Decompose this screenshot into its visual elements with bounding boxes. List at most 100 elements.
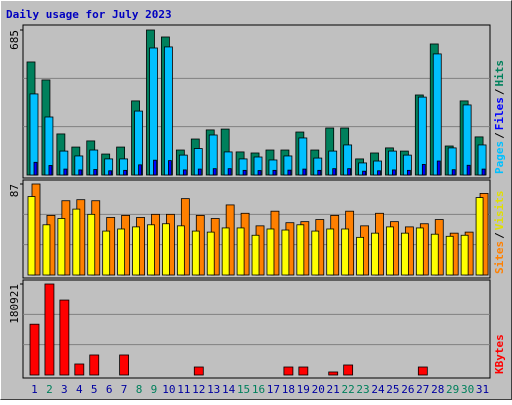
legend: Pages/Files/Hits [493, 60, 506, 174]
bar [371, 232, 379, 276]
x-tick-label: 4 [76, 383, 83, 396]
bar [272, 169, 277, 176]
bar [445, 235, 454, 276]
bar [281, 229, 290, 276]
x-tick-label: 7 [121, 383, 128, 396]
x-tick-label: 22 [341, 383, 354, 396]
bar [377, 170, 381, 176]
bar [326, 228, 335, 276]
bar [221, 227, 230, 276]
bar [212, 168, 217, 176]
bar [102, 230, 111, 276]
bar [302, 168, 307, 176]
bar [421, 164, 426, 176]
bar [296, 224, 305, 276]
x-tick-label: 17 [267, 383, 280, 396]
bar [42, 224, 51, 276]
bar [227, 168, 232, 176]
legend-entry: Hits [493, 60, 506, 87]
x-tick-label: 14 [222, 383, 236, 396]
x-tick-label: 8 [136, 383, 143, 396]
legend-entry: Sites [493, 241, 506, 274]
legend-separator: / [493, 132, 506, 139]
legend-separator: / [493, 232, 506, 239]
bar [168, 160, 172, 176]
x-tick-label: 2 [46, 383, 53, 396]
bar [138, 164, 142, 176]
legend: Sites /Visits [493, 191, 506, 275]
bar [206, 231, 215, 276]
legend-entry: Visits [493, 191, 506, 231]
bar [149, 47, 158, 176]
bar [153, 159, 157, 176]
x-tick-label: 27 [416, 383, 429, 396]
x-tick-label: 11 [177, 383, 190, 396]
y-tick-label: 87 [8, 184, 21, 197]
x-tick-label: 30 [461, 383, 474, 396]
x-tick-label: 16 [252, 383, 265, 396]
legend: KBytes [493, 334, 506, 374]
bar [287, 169, 292, 176]
bar [466, 164, 471, 176]
bar [266, 228, 275, 276]
bar [356, 236, 364, 276]
bar [48, 165, 53, 176]
bar [164, 46, 173, 176]
bar [162, 223, 170, 276]
bar [193, 366, 204, 376]
bar [406, 169, 411, 176]
legend-entry: KBytes [493, 334, 506, 374]
x-tick-label: 5 [91, 383, 98, 396]
bar [415, 227, 424, 276]
chart-title: Daily usage for July 2023 [6, 8, 172, 21]
x-tick-label: 9 [151, 383, 158, 396]
bar [117, 228, 126, 276]
bar [462, 104, 472, 176]
x-tick-label: 26 [401, 383, 414, 396]
legend-entry: Pages [493, 141, 506, 174]
x-tick-label: 10 [162, 383, 175, 396]
x-tick-label: 1 [31, 383, 38, 396]
bar [59, 299, 70, 376]
bar [89, 354, 100, 376]
legend-entry: Files [493, 97, 506, 130]
x-tick-label: 21 [327, 383, 340, 396]
x-tick-label: 20 [312, 383, 325, 396]
bar [475, 197, 484, 276]
bar [251, 234, 260, 276]
panel [22, 24, 491, 179]
y-tick-label: 685 [8, 30, 21, 50]
x-tick-label: 12 [192, 383, 205, 396]
x-tick-label: 18 [282, 383, 295, 396]
bar [283, 366, 294, 376]
bar [328, 371, 339, 376]
bar [119, 354, 130, 376]
bar [386, 226, 394, 276]
bar [298, 366, 309, 376]
legend-separator: / [493, 88, 506, 95]
x-tick-label: 6 [106, 383, 113, 396]
bar [430, 233, 439, 276]
bar [72, 208, 81, 276]
bar [311, 230, 320, 276]
x-tick-label: 13 [207, 383, 220, 396]
bar [176, 225, 185, 276]
x-tick-label: 23 [356, 383, 369, 396]
panel [22, 279, 491, 379]
bar [93, 169, 98, 176]
x-tick-label: 25 [386, 383, 399, 396]
bar [87, 213, 96, 276]
bar [417, 96, 427, 176]
x-tick-label: 19 [297, 383, 310, 396]
bar [242, 169, 247, 176]
bar [33, 161, 38, 176]
y-tick-label: 180921 [8, 284, 21, 324]
bar [78, 169, 83, 176]
bar [74, 363, 85, 376]
bar [197, 168, 202, 176]
bar [417, 366, 428, 376]
bar [123, 169, 128, 176]
bar [362, 170, 366, 176]
